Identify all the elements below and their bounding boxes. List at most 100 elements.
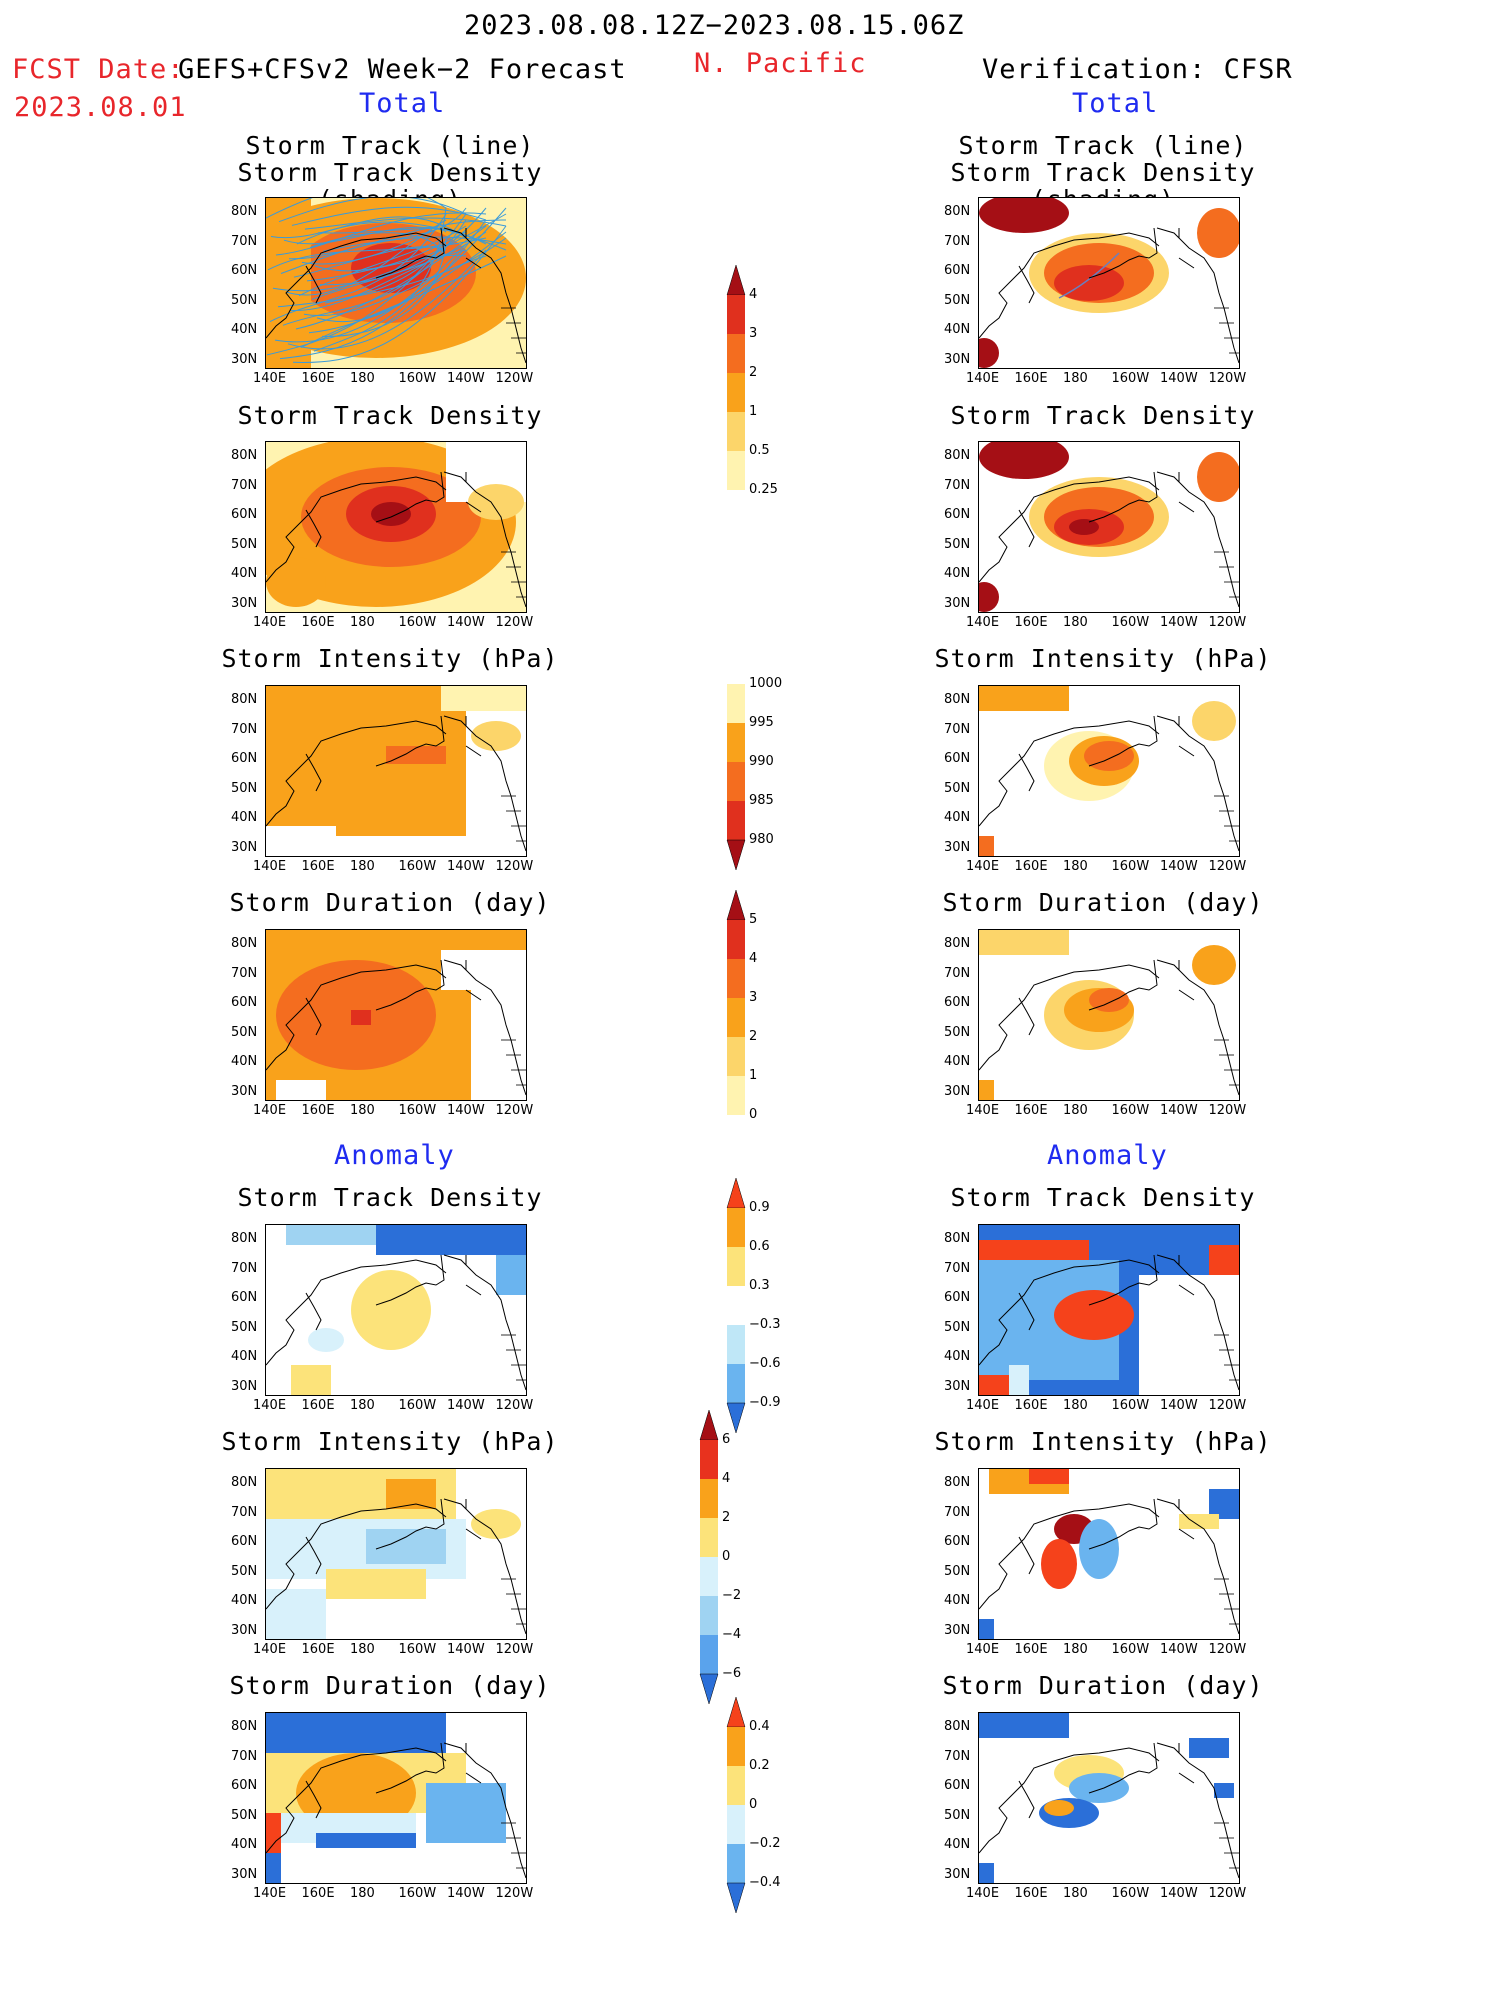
left-map-panel-7	[265, 1712, 527, 1884]
lon-tick-label: 140E	[253, 1103, 287, 1118]
lon-tick-label: 140W	[447, 859, 485, 874]
storm-track-line	[313, 207, 447, 352]
left-map-shading-3	[266, 686, 526, 856]
storm-track-line	[285, 219, 447, 296]
coastline	[266, 720, 447, 827]
anom-duration-colorbar-label: −0.4	[749, 1875, 781, 1890]
lon-tick-label: 140E	[966, 371, 1000, 386]
coastline	[305, 265, 322, 304]
lon-tick-label: 120W	[1208, 1398, 1247, 1413]
lat-tick-label: 80N	[231, 448, 258, 463]
lon-tick-label: 140W	[447, 615, 485, 630]
lon-tick-label: 120W	[1208, 1103, 1247, 1118]
coastline	[266, 1503, 447, 1610]
shading-region	[426, 1783, 506, 1843]
left-row2-title: Storm Track Density	[237, 401, 543, 430]
storm-track-line	[275, 212, 487, 256]
right-map-shading-2	[979, 442, 1239, 612]
colorbar-segment	[700, 1479, 718, 1518]
lat-tick-label: 80N	[944, 448, 971, 463]
storm-track-line	[274, 243, 467, 343]
lat-tick-label: 40N	[944, 810, 971, 825]
anom-intensity-colorbar-label: 0	[722, 1549, 731, 1564]
shading-region	[979, 686, 1069, 711]
lat-tick-label: 70N	[944, 477, 971, 493]
lon-tick-label: 120W	[1208, 371, 1247, 386]
lon-tick-label: 140E	[253, 615, 287, 630]
lat-tick-label: 80N	[231, 692, 258, 707]
intensity-colorbar-label: 980	[749, 832, 774, 847]
shading-region	[1044, 1800, 1074, 1816]
storm-track-line	[296, 221, 507, 251]
lon-tick-label: 160W	[1111, 1642, 1150, 1657]
lon-tick-label: 180	[350, 1886, 375, 1901]
shading-region	[266, 1070, 276, 1100]
lat-tick-label: 50N	[944, 536, 971, 552]
lat-tick-label: 70N	[231, 1504, 258, 1520]
lat-tick-label: 70N	[944, 1748, 971, 1764]
lon-tick-label: 120W	[495, 1642, 534, 1657]
lat-tick-label: 30N	[944, 1622, 971, 1638]
total-left-label: Total	[359, 88, 446, 119]
storm-track-line	[321, 237, 447, 337]
lat-tick-label: 70N	[944, 1504, 971, 1520]
coastline	[979, 232, 1160, 339]
coastline	[1178, 1743, 1195, 1784]
anom-density-colorbar	[726, 1178, 746, 1434]
coastline	[979, 476, 1160, 583]
shading-region	[1209, 1245, 1239, 1275]
density-colorbar-label: 3	[749, 326, 758, 341]
lon-tick-label: 160E	[301, 1886, 335, 1901]
lon-tick-label: 180	[1063, 1103, 1088, 1118]
lon-tick-label: 160E	[301, 859, 335, 874]
shading-region	[1054, 1290, 1134, 1340]
lat-tick-label: 70N	[231, 233, 258, 249]
lat-tick-label: 50N	[944, 292, 971, 308]
shading-region	[1041, 1539, 1077, 1589]
lat-tick-label: 60N	[944, 263, 971, 278]
colorbar-segment	[727, 684, 745, 723]
colorbar-arrow-bottom	[726, 1402, 746, 1434]
lat-tick-label: 50N	[231, 780, 258, 796]
storm-track-line	[292, 225, 507, 363]
colorbar-segment	[727, 1844, 745, 1883]
lon-tick-label: 140E	[253, 371, 287, 386]
colorbar-segment	[700, 1596, 718, 1635]
coastline	[1088, 959, 1158, 1011]
lat-tick-label: 40N	[231, 1054, 258, 1069]
coastline	[1178, 1499, 1195, 1540]
lat-tick-label: 50N	[231, 536, 258, 552]
coastline	[375, 1742, 445, 1794]
right-row7-title: Storm Duration (day)	[942, 1671, 1264, 1700]
shading-region	[496, 1255, 526, 1295]
lat-tick-label: 30N	[231, 1866, 258, 1882]
shading-region	[266, 1813, 281, 1853]
anom-duration-colorbar-label: −0.2	[749, 1836, 781, 1851]
colorbar-arrow-top	[726, 1178, 746, 1209]
lon-tick-label: 120W	[495, 1886, 534, 1901]
shading-region	[979, 1713, 1069, 1738]
lon-tick-label: 140E	[966, 1398, 1000, 1413]
right-row3-title: Storm Intensity (hPa)	[934, 644, 1272, 673]
colorbar-arrow-top	[726, 265, 746, 296]
right-map-shading-5	[979, 1225, 1239, 1395]
storm-track-line	[298, 225, 467, 297]
lon-tick-label: 120W	[495, 1103, 534, 1118]
shading-region	[979, 1863, 994, 1883]
coastline	[305, 1536, 322, 1575]
left-map-panel-1	[265, 197, 527, 369]
coastline	[979, 1503, 1160, 1610]
density-colorbar	[726, 265, 746, 490]
colorbar-segment	[727, 1727, 745, 1766]
coastline	[465, 960, 482, 1001]
left-map-shading-5	[266, 1225, 526, 1395]
shading-region	[1192, 701, 1236, 741]
shading-region	[351, 1270, 431, 1350]
lon-tick-label: 180	[350, 859, 375, 874]
lat-tick-label: 60N	[231, 1290, 258, 1305]
storm-track-line	[306, 254, 467, 282]
duration-colorbar-label: 0	[749, 1107, 758, 1122]
shading-region	[1069, 1773, 1129, 1803]
intensity-colorbar-label: 995	[749, 715, 774, 730]
anom-duration-colorbar	[726, 1697, 746, 1914]
